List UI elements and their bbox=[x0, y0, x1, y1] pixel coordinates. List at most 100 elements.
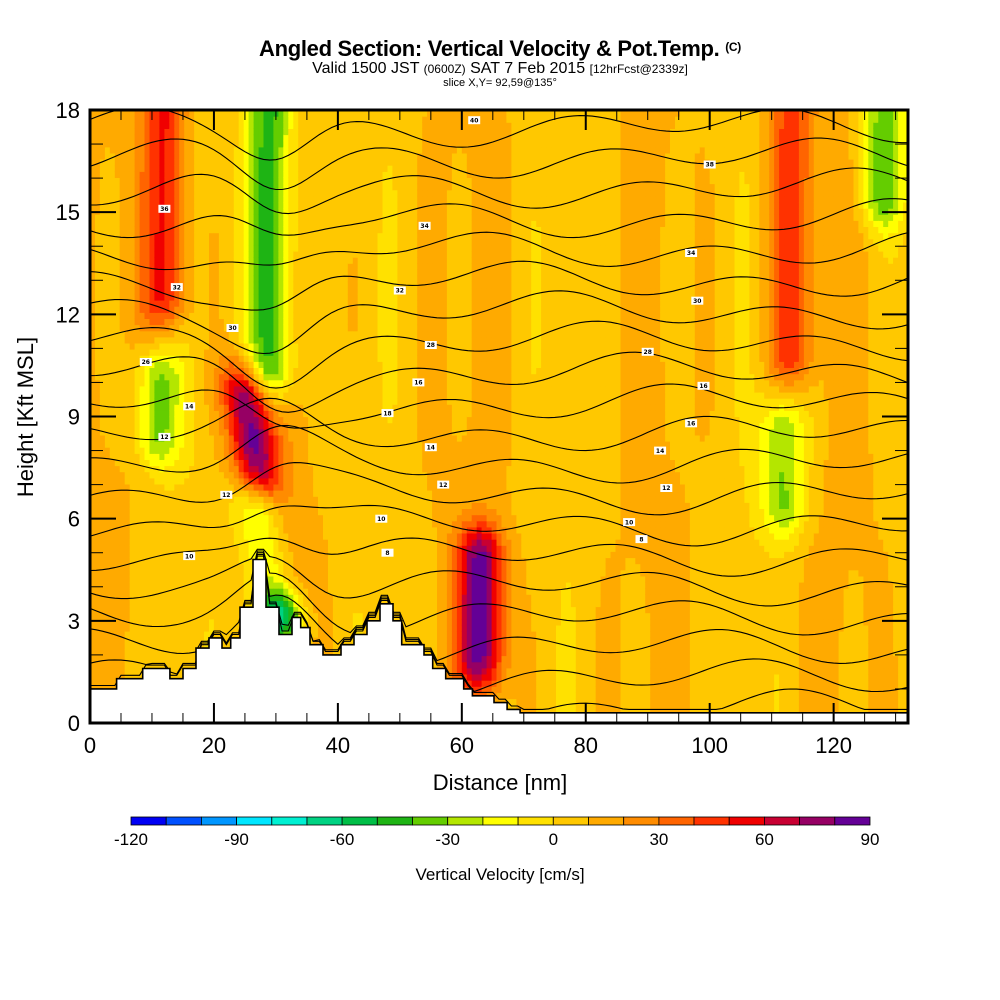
field-cell bbox=[95, 588, 101, 595]
field-cell bbox=[164, 410, 170, 417]
field-cell bbox=[303, 269, 309, 276]
field-cell bbox=[125, 220, 131, 227]
field-cell bbox=[224, 245, 230, 252]
field-cell bbox=[164, 509, 170, 516]
field-cell bbox=[140, 509, 146, 516]
field-cell bbox=[184, 423, 190, 430]
field-cell bbox=[179, 190, 185, 197]
field-cell bbox=[115, 325, 121, 332]
field-cell bbox=[100, 349, 106, 356]
field-cell bbox=[115, 184, 121, 191]
field-cell bbox=[135, 466, 141, 473]
field-cell bbox=[164, 453, 170, 460]
field-cell bbox=[154, 656, 160, 663]
field-cell bbox=[199, 533, 205, 540]
field-cell bbox=[204, 441, 210, 448]
field-cell bbox=[105, 404, 111, 411]
field-cell bbox=[254, 404, 260, 411]
field-cell bbox=[259, 245, 265, 252]
field-cell bbox=[140, 588, 146, 595]
field-cell bbox=[288, 368, 294, 375]
field-cell bbox=[293, 331, 299, 338]
field-cell bbox=[199, 417, 205, 424]
field-cell bbox=[323, 478, 329, 485]
field-cell bbox=[174, 558, 180, 565]
field-cell bbox=[105, 496, 111, 503]
field-cell bbox=[145, 392, 151, 399]
field-cell bbox=[125, 649, 131, 656]
field-cell bbox=[145, 551, 151, 558]
field-cell bbox=[323, 300, 329, 307]
field-cell bbox=[219, 122, 225, 129]
field-cell bbox=[278, 116, 284, 123]
field-cell bbox=[145, 227, 151, 234]
field-cell bbox=[145, 404, 151, 411]
field-cell bbox=[209, 245, 215, 252]
field-cell bbox=[105, 539, 111, 546]
field-cell bbox=[174, 208, 180, 215]
field-cell bbox=[204, 135, 210, 142]
field-cell bbox=[115, 668, 121, 675]
field-cell bbox=[105, 472, 111, 479]
field-cell bbox=[135, 325, 141, 332]
field-cell bbox=[303, 441, 309, 448]
field-cell bbox=[159, 502, 165, 509]
field-cell bbox=[273, 141, 279, 148]
field-cell bbox=[159, 233, 165, 240]
field-cell bbox=[159, 656, 165, 663]
field-cell bbox=[323, 404, 329, 411]
field-cell bbox=[214, 392, 220, 399]
field-cell bbox=[293, 227, 299, 234]
field-cell bbox=[278, 564, 284, 571]
field-cell bbox=[283, 453, 289, 460]
field-cell bbox=[115, 570, 121, 577]
field-cell bbox=[174, 600, 180, 607]
field-cell bbox=[229, 515, 235, 522]
field-cell bbox=[184, 515, 190, 522]
field-cell bbox=[328, 337, 334, 344]
field-cell bbox=[115, 649, 121, 656]
field-cell bbox=[278, 374, 284, 381]
field-cell bbox=[259, 196, 265, 203]
field-cell bbox=[204, 398, 210, 405]
field-cell bbox=[115, 472, 121, 479]
field-cell bbox=[95, 147, 101, 154]
field-cell bbox=[145, 441, 151, 448]
field-cell bbox=[224, 515, 230, 522]
field-cell bbox=[125, 607, 131, 614]
field-cell bbox=[115, 355, 121, 362]
field-cell bbox=[219, 325, 225, 332]
field-cell bbox=[179, 386, 185, 393]
field-cell bbox=[328, 521, 334, 528]
field-cell bbox=[288, 135, 294, 142]
field-cell bbox=[159, 245, 165, 252]
field-cell bbox=[110, 484, 116, 491]
field-cell bbox=[125, 588, 131, 595]
field-cell bbox=[318, 263, 324, 270]
field-cell bbox=[209, 141, 215, 148]
field-cell bbox=[273, 527, 279, 534]
field-cell bbox=[259, 165, 265, 172]
field-cell bbox=[199, 404, 205, 411]
field-cell bbox=[130, 220, 136, 227]
field-cell bbox=[209, 312, 215, 319]
field-cell bbox=[224, 171, 230, 178]
field-cell bbox=[204, 128, 210, 135]
field-cell bbox=[105, 459, 111, 466]
field-cell bbox=[179, 509, 185, 516]
field-cell bbox=[145, 380, 151, 387]
field-cell bbox=[179, 447, 185, 454]
field-cell bbox=[288, 484, 294, 491]
field-cell bbox=[115, 116, 121, 123]
field-cell bbox=[199, 282, 205, 289]
field-cell bbox=[189, 208, 195, 215]
field-cell bbox=[140, 165, 146, 172]
field-cell bbox=[105, 361, 111, 368]
field-cell bbox=[209, 539, 215, 546]
field-cell bbox=[125, 386, 131, 393]
field-cell bbox=[145, 257, 151, 264]
field-cell bbox=[115, 128, 121, 135]
field-cell bbox=[125, 662, 131, 669]
field-cell bbox=[224, 429, 230, 436]
field-cell bbox=[130, 441, 136, 448]
